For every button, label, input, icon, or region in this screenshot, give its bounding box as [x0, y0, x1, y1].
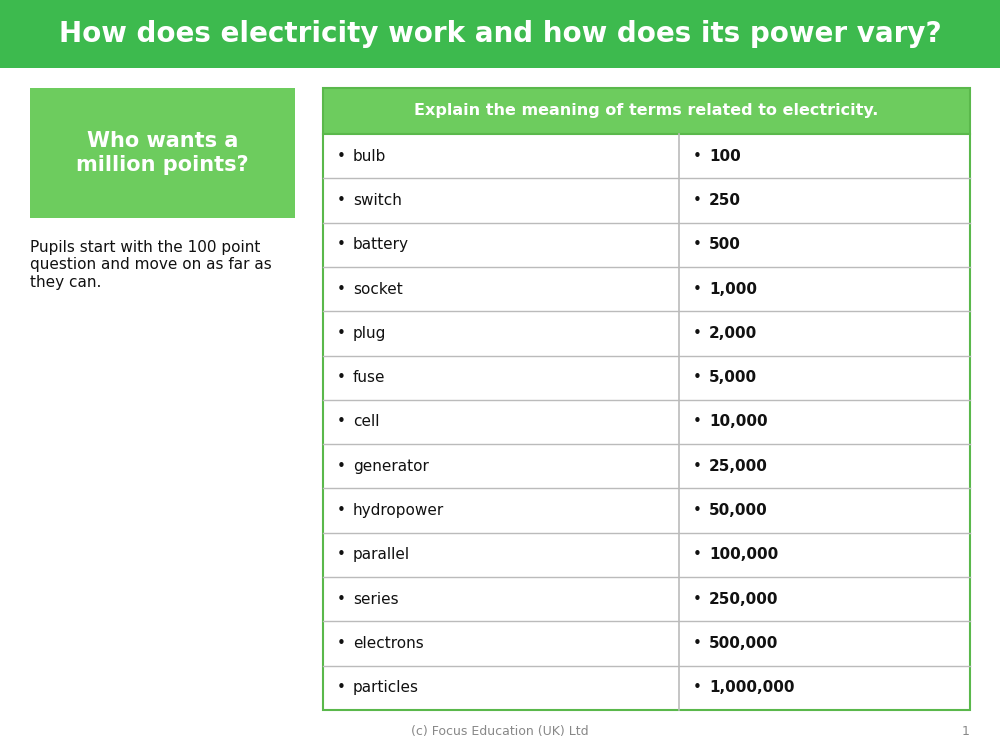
- Text: •: •: [337, 148, 346, 164]
- Text: •: •: [693, 326, 702, 341]
- Text: 2,000: 2,000: [709, 326, 757, 341]
- Text: •: •: [693, 415, 702, 430]
- Text: •: •: [693, 237, 702, 252]
- Text: •: •: [337, 237, 346, 252]
- Text: •: •: [337, 281, 346, 296]
- Bar: [323, 134, 970, 710]
- Text: 1: 1: [962, 725, 970, 738]
- Text: 25,000: 25,000: [709, 459, 768, 474]
- Text: How does electricity work and how does its power vary?: How does electricity work and how does i…: [59, 20, 941, 48]
- Text: (c) Focus Education (UK) Ltd: (c) Focus Education (UK) Ltd: [411, 725, 589, 738]
- Text: 10,000: 10,000: [709, 415, 767, 430]
- Text: generator: generator: [353, 459, 429, 474]
- Text: •: •: [337, 636, 346, 651]
- Text: 500: 500: [709, 237, 741, 252]
- Text: •: •: [693, 281, 702, 296]
- Text: 100: 100: [709, 148, 741, 164]
- Text: •: •: [693, 680, 702, 695]
- Text: 50,000: 50,000: [709, 503, 768, 518]
- Bar: [323, 88, 970, 134]
- Text: •: •: [337, 326, 346, 341]
- Text: 500,000: 500,000: [709, 636, 778, 651]
- Text: socket: socket: [353, 281, 403, 296]
- Bar: [30, 88, 295, 218]
- Text: •: •: [337, 592, 346, 607]
- Text: •: •: [337, 680, 346, 695]
- Text: •: •: [693, 370, 702, 386]
- Text: •: •: [693, 193, 702, 208]
- Text: •: •: [693, 459, 702, 474]
- Text: hydropower: hydropower: [353, 503, 444, 518]
- Text: Who wants a
million points?: Who wants a million points?: [76, 131, 249, 175]
- Text: •: •: [693, 548, 702, 562]
- Text: plug: plug: [353, 326, 386, 341]
- Text: Explain the meaning of terms related to electricity.: Explain the meaning of terms related to …: [414, 104, 879, 118]
- Text: parallel: parallel: [353, 548, 410, 562]
- Text: bulb: bulb: [353, 148, 386, 164]
- Text: 1,000: 1,000: [709, 281, 757, 296]
- Text: 1,000,000: 1,000,000: [709, 680, 794, 695]
- Text: 5,000: 5,000: [709, 370, 757, 386]
- Text: •: •: [337, 415, 346, 430]
- Text: switch: switch: [353, 193, 402, 208]
- Text: •: •: [693, 592, 702, 607]
- Text: •: •: [337, 459, 346, 474]
- Text: •: •: [337, 193, 346, 208]
- Text: electrons: electrons: [353, 636, 424, 651]
- Text: 250,000: 250,000: [709, 592, 778, 607]
- Text: Pupils start with the 100 point
question and move on as far as
they can.: Pupils start with the 100 point question…: [30, 240, 272, 290]
- Text: 250: 250: [709, 193, 741, 208]
- Text: •: •: [693, 148, 702, 164]
- Text: •: •: [693, 503, 702, 518]
- Text: particles: particles: [353, 680, 419, 695]
- Bar: [0, 0, 1000, 68]
- Text: •: •: [693, 636, 702, 651]
- Text: •: •: [337, 548, 346, 562]
- Text: cell: cell: [353, 415, 380, 430]
- Text: series: series: [353, 592, 399, 607]
- Text: battery: battery: [353, 237, 409, 252]
- Text: 100,000: 100,000: [709, 548, 778, 562]
- Text: •: •: [337, 370, 346, 386]
- Text: •: •: [337, 503, 346, 518]
- Text: fuse: fuse: [353, 370, 386, 386]
